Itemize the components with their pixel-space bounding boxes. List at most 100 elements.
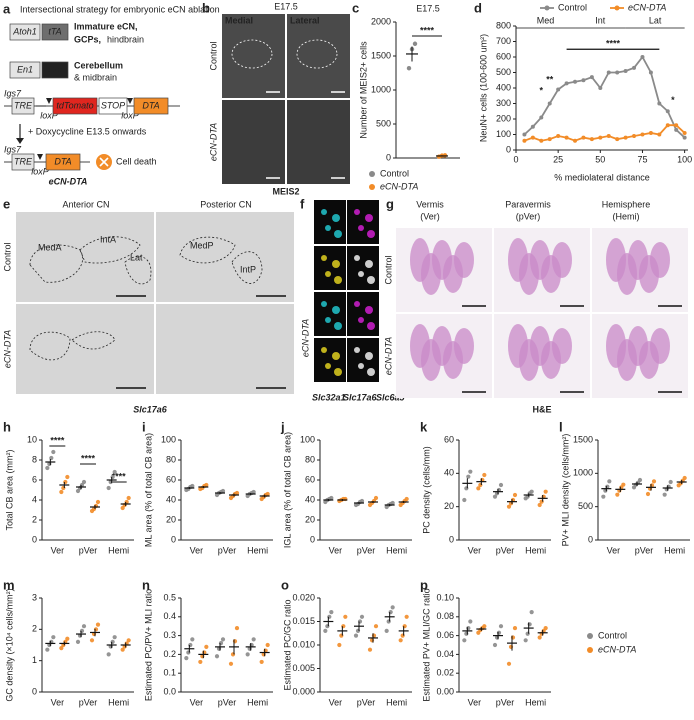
data-point (674, 127, 679, 132)
column-label: Medial (225, 15, 253, 25)
promoter-box (9, 23, 41, 41)
y-axis-label: NeuN+ cells (100-600 um²) (478, 34, 488, 142)
data-point (640, 132, 645, 137)
loxp-site (127, 98, 133, 104)
treatment: + Doxycycline E13.5 onwards (28, 126, 147, 136)
row-label: eCN-DTA (300, 319, 310, 357)
column-label: (pVer) (516, 211, 541, 221)
micrograph (222, 14, 285, 98)
data-point (112, 469, 117, 475)
y-tick-label: 0.020 (292, 592, 315, 602)
data-point (462, 638, 467, 643)
panel-label: j (280, 419, 285, 434)
x-tick-label: Hemi (386, 697, 407, 707)
data-point (126, 638, 131, 643)
y-tick-label: 500 (578, 501, 593, 511)
significance: ** (546, 75, 554, 85)
column-label: (Hemi) (613, 211, 640, 221)
series-line (523, 55, 686, 139)
significance: **** (81, 453, 96, 463)
data-point (220, 488, 226, 494)
data-point (668, 479, 673, 485)
significance: **** (420, 25, 435, 35)
column-label: Anterior CN (62, 199, 109, 209)
data-point (120, 505, 125, 511)
promoter-box (11, 97, 35, 115)
x-tick-label: Hemi (525, 545, 546, 555)
data-point (367, 647, 373, 652)
row-label: Control (383, 255, 393, 284)
row-label: Control (2, 242, 12, 271)
data-point (623, 135, 628, 140)
y-tick-label: 20 (444, 501, 454, 511)
data-point (337, 642, 342, 648)
data-point (442, 153, 448, 158)
data-point (615, 137, 620, 142)
y-tick-label: 20 (166, 514, 176, 524)
column-label: Paravermis (505, 199, 551, 209)
x-tick-label: 25 (553, 154, 563, 164)
y-tick-label: 0 (171, 534, 176, 544)
legend-label: eCN-DTA (598, 644, 636, 654)
stage: E17.5 (274, 1, 298, 11)
micrograph (222, 100, 285, 184)
x-tick-label: 0 (513, 154, 518, 164)
stain-label: Slc17a6 (133, 404, 168, 414)
data-point (556, 134, 561, 139)
data-point (245, 652, 250, 657)
stain-label: H&E (532, 404, 551, 414)
x-tick-label: pVer (496, 545, 515, 555)
legend-marker (369, 184, 375, 190)
y-tick-label: 0.3 (163, 630, 176, 640)
panel-label: g (386, 196, 394, 211)
data-point (482, 472, 487, 478)
transgene: tdTomato (56, 100, 93, 110)
y-tick-label: 100 (300, 434, 315, 444)
data-point (645, 491, 651, 497)
data-point (506, 661, 512, 666)
data-point (329, 495, 334, 501)
data-point (390, 605, 395, 610)
cell-death-x (99, 157, 109, 167)
y-tick-label: 0.04 (436, 649, 454, 659)
cell (367, 276, 375, 284)
data-point (95, 499, 101, 505)
data-point (75, 639, 81, 644)
x-tick-label: 50 (595, 154, 605, 164)
data-point (81, 479, 87, 485)
data-point (523, 638, 528, 643)
data-point (190, 637, 195, 642)
data-point (589, 75, 594, 80)
y-axis-label: Number of MEIS2+ cells (358, 41, 368, 139)
data-point (640, 55, 645, 59)
transgene: Cre (48, 64, 63, 74)
region-outline (231, 39, 273, 69)
legend-label: Control (558, 2, 587, 12)
data-point (65, 474, 70, 480)
y-tick-label: 4 (32, 494, 37, 504)
y-axis-label: Estimated PC/PV+ MLI ratio (143, 589, 153, 701)
y-tick-label: 60 (305, 474, 315, 484)
tissue-lobule (454, 242, 474, 278)
data-point (648, 70, 653, 75)
x-tick-label: Ver (329, 697, 343, 707)
region-label: Lat (649, 15, 662, 25)
data-point (204, 644, 209, 649)
note: Cell death (116, 156, 157, 166)
data-point (564, 135, 569, 140)
legend-marker (614, 5, 620, 11)
y-tick-label: 2 (32, 624, 37, 634)
y-tick-label: 40 (305, 494, 315, 504)
data-point (529, 489, 534, 494)
data-point (265, 491, 270, 497)
data-point (598, 86, 603, 90)
cell (334, 368, 342, 376)
micrograph (287, 100, 350, 184)
micrograph (16, 212, 154, 302)
column-label: Posterior CN (200, 199, 252, 209)
y-tick-label: 40 (444, 468, 454, 478)
cell (332, 352, 340, 360)
y-tick-label: 0.06 (436, 630, 454, 640)
region-outline (296, 39, 338, 69)
